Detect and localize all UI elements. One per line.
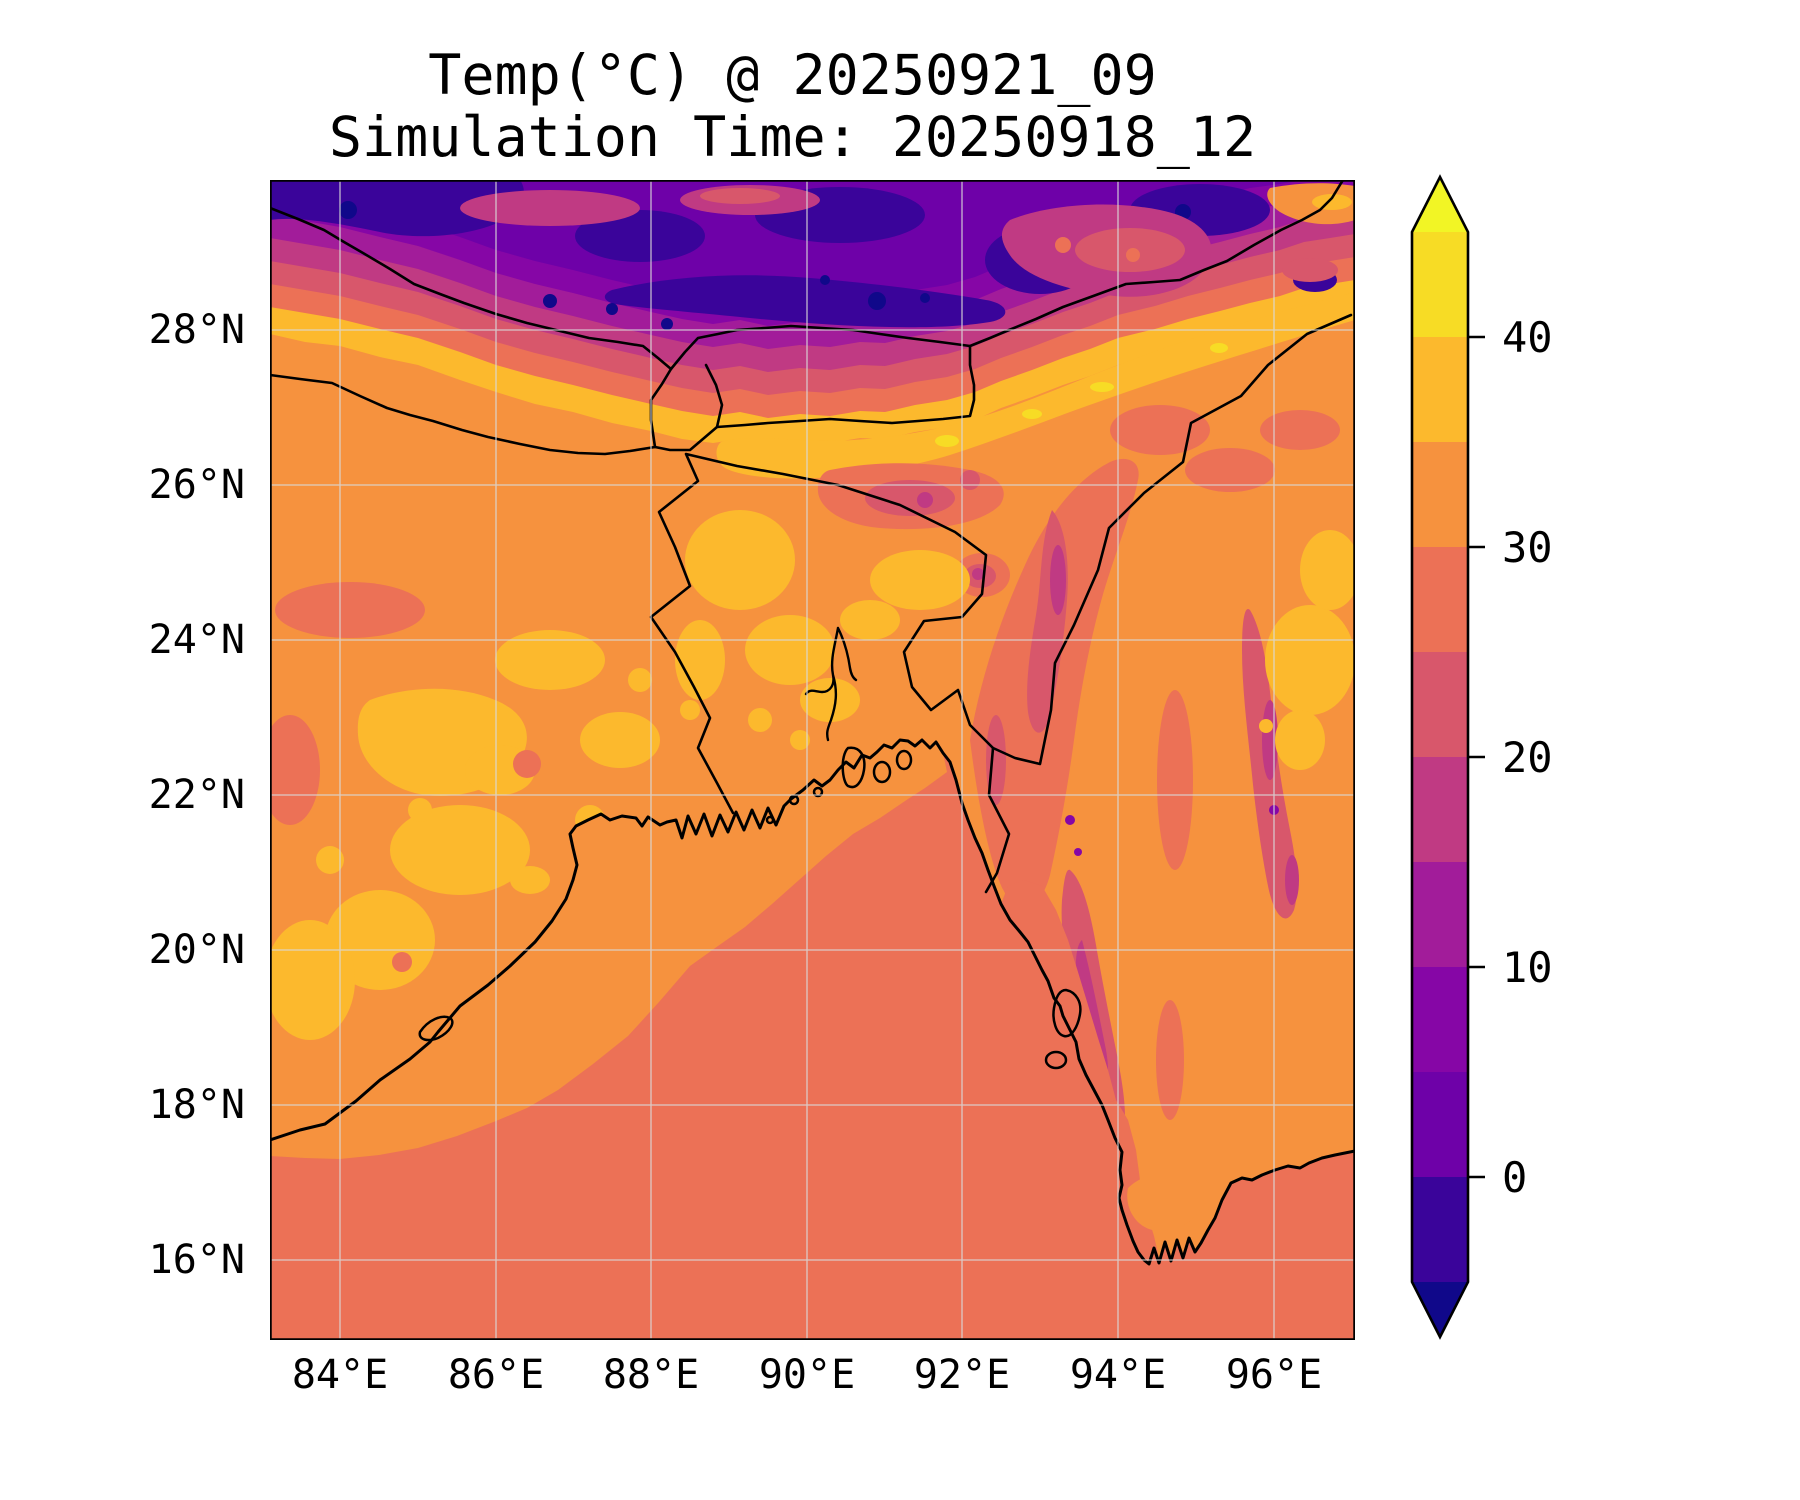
y-tick-18n: 18°N [148,1082,245,1128]
colorbar-band-35-40 [1412,337,1468,442]
graticule [270,180,1355,1340]
bay-of-bengal-fill [270,740,1355,1340]
estuary-island-2 [872,760,892,784]
delta-tip-interior [1127,1172,1204,1232]
y-tick-20n: 20°N [148,927,245,973]
x-tick-96e: 96°E [1225,1352,1323,1398]
meghalaya-hills-patches [817,463,1010,597]
plot-title: Temp(°C) @ 20250921_09 Simulation Time: … [250,44,1335,168]
colorbar-tick-20: 20 [1502,733,1553,782]
border-bhutan [704,344,976,429]
colorbar-band-0-5 [1412,1072,1468,1177]
y-tick-22n: 22°N [148,772,245,818]
x-tick-88e: 88°E [602,1352,700,1398]
colorbar-band-20-25 [1412,652,1468,757]
y-tick-26n: 26°N [148,462,245,508]
cheduba-island [1044,1050,1068,1070]
colorbar-bands [1412,177,1468,1337]
colorbar-tick-labels: 40 30 20 10 0 [1502,313,1553,1202]
y-tick-16n: 16°N [148,1237,245,1283]
x-tick-90e: 90°E [758,1352,856,1398]
x-tick-86e: 86°E [447,1352,545,1398]
colorbar-band-10-15 [1412,862,1468,967]
colorbar-band-30-35 [1412,442,1468,547]
delta-islet-1 [812,786,824,798]
colorbar-outline [1410,174,1470,1340]
tibet-warm-mottle [460,183,1355,297]
colorbar-tick-marks [1468,335,1485,1179]
plot-title-line2: Simulation Time: 20250918_12 [328,105,1257,169]
assam-valley-warm-band [716,292,1355,479]
colorbar: 40 30 20 10 0 [1410,174,1553,1340]
border-nepal-south [270,373,719,456]
colorbar-tick-30: 30 [1502,523,1553,572]
colorbar-tick-40: 40 [1502,313,1553,362]
x-tick-94e: 94°E [1069,1352,1167,1398]
x-tick-84e: 84°E [291,1352,389,1398]
colorbar-tick-10: 10 [1502,943,1553,992]
y-tick-28n: 28°N [148,307,245,353]
colorbar-extend-under [1412,1282,1468,1337]
coastlines-and-borders [270,180,1355,1266]
y-tick-24n: 24°N [148,617,245,663]
west-india-warm-patches [270,510,970,1075]
colorbar-tick-0: 0 [1502,1153,1527,1202]
x-tick-92e: 92°E [913,1352,1011,1398]
border-bangladesh [649,452,1011,894]
colorbar-band-40-45 [1412,232,1468,337]
colorbar-extend-over [1412,177,1468,232]
colorbar-band-25-30 [1412,547,1468,652]
temperature-map [270,180,1355,1340]
coastline-path [270,738,1355,1266]
estuary-island-3 [895,749,913,771]
plot-title-line1: Temp(°C) @ 20250921_09 [428,43,1157,107]
colorbar-band-5-10 [1412,967,1468,1072]
border-india-myanmar [991,313,1353,766]
colorbar-band-m5-0 [1412,1177,1468,1282]
border-himalaya-north [270,180,1345,371]
river-lines [804,626,858,742]
colorbar-band-15-20 [1412,757,1468,862]
